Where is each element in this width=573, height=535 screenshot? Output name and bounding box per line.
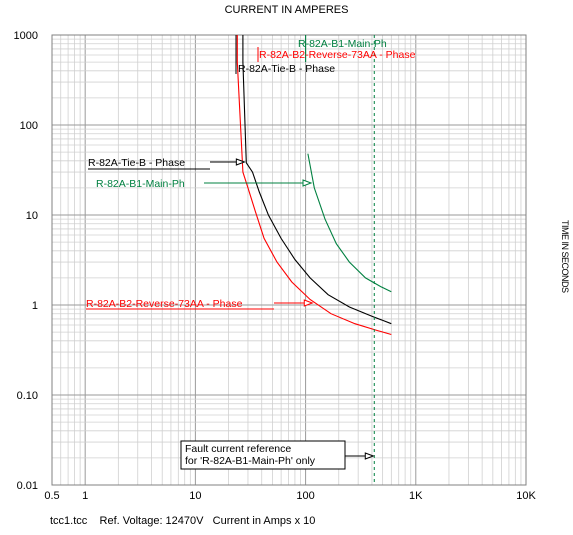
x-tick-label: 100 <box>296 490 314 502</box>
y-axis-label: TIME IN SECONDS <box>560 220 570 293</box>
y-tick-label: 100 <box>20 120 38 132</box>
label-mid-main: R-82A-B1-Main-Ph <box>96 178 185 190</box>
y-tick-label: 0.01 <box>17 480 38 492</box>
tcc-curve <box>307 153 392 293</box>
x-tick-label: 10K <box>516 490 536 502</box>
y-tick-label: 1 <box>32 300 38 312</box>
label-arrowhead <box>235 158 246 166</box>
label-top-main: R-82A-B1-Main-Ph <box>298 38 387 50</box>
grid <box>51 34 527 486</box>
x-tick-label: 1K <box>409 490 423 502</box>
curve-labels: R-82A-B1-Main-PhR-82A-B2-Reverse-73AA - … <box>86 35 416 470</box>
axis-ticks: 0.5 1 10 100 1K 10K 1000 100 10 1 0.10 0.01 <box>14 30 537 502</box>
label-mid-reverse: R-82A-B2-Reverse-73AA - Phase <box>86 298 243 310</box>
x-tick-label: 1 <box>82 490 88 502</box>
x-tick-label: 0.5 <box>44 490 59 502</box>
plot-frame <box>51 34 527 486</box>
label-top-reverse: R-82A-B2-Reverse-73AA - Phase <box>259 49 416 61</box>
label-arrowhead <box>364 452 375 460</box>
tcc-curve <box>236 35 392 336</box>
label-arrowhead <box>302 179 313 187</box>
footer-text: tcc1.tcc Ref. Voltage: 12470V Current in… <box>50 515 316 527</box>
label-arrowhead <box>303 299 314 307</box>
fault-note-box <box>180 440 346 470</box>
fault-note-text: Fault current reference <box>185 443 291 455</box>
label-mid-tie: R-82A-Tie-B - Phase <box>88 157 185 169</box>
label-top-tie: R-82A-Tie-B - Phase <box>238 63 335 75</box>
x-tick-label: 10 <box>189 490 201 502</box>
y-tick-label: 1000 <box>14 30 38 42</box>
y-tick-label: 0.10 <box>17 390 38 402</box>
chart-title: CURRENT IN AMPERES <box>224 4 349 16</box>
y-tick-label: 10 <box>26 210 38 222</box>
fault-note-text: for 'R-82A-B1-Main-Ph' only <box>185 455 316 467</box>
tcc-curve <box>242 35 392 325</box>
curves <box>236 35 392 485</box>
